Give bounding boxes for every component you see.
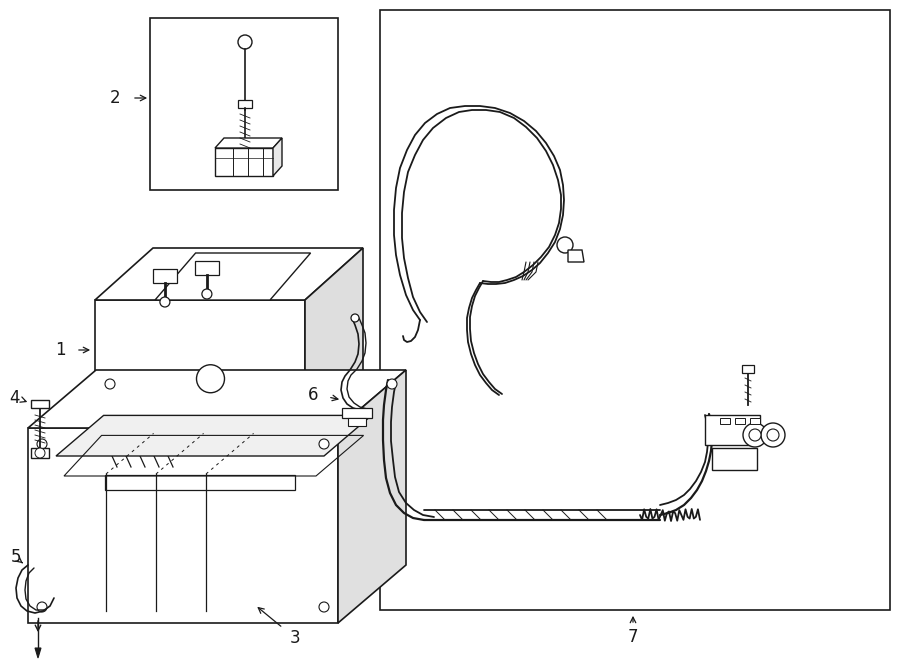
Polygon shape [105, 475, 295, 490]
Text: 1: 1 [55, 341, 66, 359]
Polygon shape [56, 415, 372, 456]
Bar [28, 428, 338, 623]
Polygon shape [338, 370, 406, 623]
Bar [31, 400, 49, 408]
Circle shape [319, 602, 329, 612]
Circle shape [196, 365, 224, 393]
Bar [348, 418, 366, 426]
Bar [380, 10, 890, 610]
Bar [742, 365, 754, 373]
Polygon shape [215, 138, 282, 148]
Circle shape [761, 423, 785, 447]
Polygon shape [273, 138, 282, 176]
Text: 3: 3 [290, 629, 301, 647]
Bar [238, 100, 252, 108]
Circle shape [37, 439, 47, 449]
Text: 6: 6 [308, 386, 319, 404]
Polygon shape [95, 248, 363, 300]
Circle shape [319, 439, 329, 449]
Bar [31, 448, 49, 458]
Circle shape [749, 429, 761, 441]
Text: 2: 2 [110, 89, 121, 107]
Circle shape [238, 35, 252, 49]
Polygon shape [28, 370, 406, 428]
Polygon shape [155, 253, 310, 300]
Circle shape [767, 429, 779, 441]
Circle shape [557, 237, 573, 253]
Bar [150, 18, 338, 190]
Bar [705, 415, 760, 445]
Circle shape [37, 602, 47, 612]
Bar [153, 269, 177, 283]
Circle shape [160, 297, 170, 307]
Circle shape [351, 314, 359, 322]
Polygon shape [305, 248, 363, 475]
Circle shape [105, 379, 115, 389]
Bar [735, 418, 745, 424]
Circle shape [743, 423, 767, 447]
Circle shape [202, 289, 211, 299]
Bar [720, 418, 730, 424]
Bar [750, 418, 760, 424]
Text: 7: 7 [628, 628, 638, 646]
Bar [712, 448, 757, 470]
Bar [195, 261, 219, 275]
Circle shape [387, 379, 397, 389]
Bar [215, 148, 273, 176]
Polygon shape [35, 648, 41, 658]
Text: 4: 4 [9, 389, 19, 407]
Text: 5: 5 [11, 548, 22, 566]
Polygon shape [568, 250, 584, 262]
Bar [342, 408, 372, 418]
Circle shape [35, 448, 45, 458]
Bar [95, 300, 305, 475]
